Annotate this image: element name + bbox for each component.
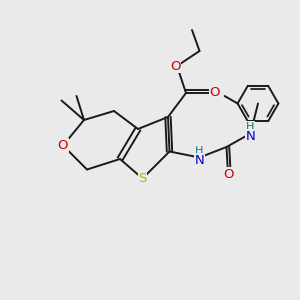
Text: N: N (195, 154, 204, 167)
Text: O: O (58, 139, 68, 152)
Text: O: O (223, 167, 233, 181)
Text: H: H (195, 146, 204, 156)
Text: S: S (138, 172, 147, 185)
Text: N: N (246, 130, 255, 143)
Text: O: O (170, 59, 181, 73)
Text: O: O (209, 86, 220, 100)
Text: H: H (246, 122, 255, 132)
